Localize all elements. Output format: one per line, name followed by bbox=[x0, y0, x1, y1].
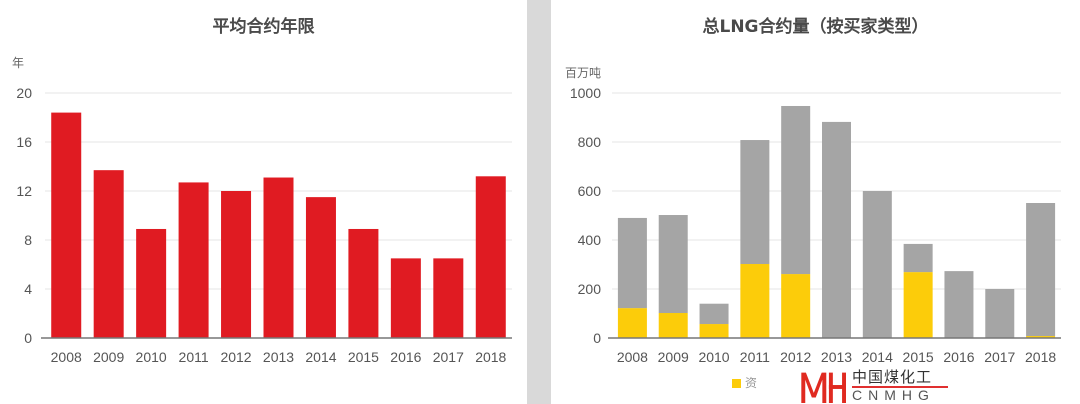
watermark-en-text: CNMHG bbox=[852, 387, 935, 403]
x-tick-label: 2012 bbox=[780, 349, 811, 365]
x-tick-label: 2008 bbox=[617, 349, 648, 365]
bar-segment-gray-2017 bbox=[985, 289, 1015, 338]
x-tick-label: 2013 bbox=[263, 349, 294, 365]
x-tick-label: 2016 bbox=[390, 349, 421, 365]
bar-2008 bbox=[51, 112, 82, 338]
x-tick-label: 2017 bbox=[984, 349, 1015, 365]
cnmhg-logo-icon bbox=[801, 372, 846, 403]
right-stacked-bar-chart: 0 200 400 600 800 1000 2008 2009 2010 2011 2012 201… bbox=[570, 85, 1061, 365]
x-tick-label: 2015 bbox=[903, 349, 934, 365]
bar-2018 bbox=[475, 176, 506, 338]
y-tick-label: 0 bbox=[593, 330, 601, 346]
x-tick-label: 2011 bbox=[179, 349, 209, 365]
bar-2014 bbox=[305, 197, 336, 338]
y-tick-label: 800 bbox=[578, 134, 602, 150]
watermark-cn-text: 中国煤化工 bbox=[852, 368, 933, 386]
bar-segment-gray-2009 bbox=[658, 215, 688, 314]
x-tick-label: 2009 bbox=[658, 349, 689, 365]
y-tick-label: 16 bbox=[16, 134, 32, 150]
bar-segment-gray-2012 bbox=[781, 105, 811, 275]
bar-segment-yellow-2011 bbox=[740, 264, 770, 338]
x-tick-label: 2012 bbox=[220, 349, 251, 365]
y-tick-label: 12 bbox=[16, 183, 32, 199]
x-tick-label: 2009 bbox=[93, 349, 124, 365]
y-tick-label: 400 bbox=[578, 232, 602, 248]
x-tick-label: 2014 bbox=[862, 349, 893, 365]
x-tick-label: 2018 bbox=[475, 349, 506, 365]
x-tick-label: 2010 bbox=[698, 349, 729, 365]
panel-divider bbox=[527, 0, 551, 404]
legend-swatch-yellow bbox=[732, 379, 741, 388]
y-tick-label: 0 bbox=[24, 330, 32, 346]
y-tick-label: 1000 bbox=[570, 85, 601, 101]
bar-segment-gray-2016 bbox=[944, 271, 974, 338]
bar-2010 bbox=[136, 228, 167, 338]
bar-segment-gray-2013 bbox=[822, 121, 851, 338]
x-tick-label: 2008 bbox=[51, 349, 82, 365]
bar-segment-gray-2010 bbox=[699, 303, 729, 325]
right-chart-title: 总LNG合约量（按买家类型） bbox=[702, 17, 929, 37]
y-tick-label: 200 bbox=[578, 281, 602, 297]
bar-2009 bbox=[93, 170, 124, 338]
bar-segment-yellow-2018 bbox=[1026, 336, 1056, 338]
bar-segment-yellow-2015 bbox=[903, 272, 933, 338]
bar-segment-yellow-2010 bbox=[699, 324, 729, 338]
bar-2012 bbox=[221, 191, 252, 338]
x-tick-label: 2018 bbox=[1025, 349, 1056, 365]
x-tick-label: 2010 bbox=[136, 349, 167, 365]
x-tick-label: 2015 bbox=[348, 349, 379, 365]
right-y-unit-label: 百万吨 bbox=[565, 66, 602, 80]
bar-segment-yellow-2008 bbox=[617, 308, 647, 338]
right-chart-panel: 总LNG合约量（按买家类型） 百万吨 0 200 400 600 800 1000 2008… bbox=[551, 0, 1080, 404]
left-y-unit-label: 年 bbox=[12, 56, 25, 70]
left-bar-chart: 0 4 8 12 16 20 2008 2009 2010 2011 2012 2013 2014 201… bbox=[16, 85, 512, 365]
bar-segment-gray-2014 bbox=[862, 191, 892, 338]
watermark-divider bbox=[852, 386, 948, 388]
bar-segment-gray-2008 bbox=[617, 217, 647, 309]
y-tick-label: 8 bbox=[24, 232, 32, 248]
legend-label: 资 bbox=[745, 376, 758, 390]
bar-2016 bbox=[390, 258, 421, 338]
bar-segment-gray-2011 bbox=[740, 140, 770, 265]
watermark: 中国煤化工 CNMHG bbox=[800, 368, 1080, 404]
bar-segment-gray-2015 bbox=[903, 243, 933, 273]
bar-2011 bbox=[178, 182, 209, 338]
x-tick-label: 2016 bbox=[943, 349, 974, 365]
bar-segment-yellow-2009 bbox=[658, 313, 688, 338]
y-tick-label: 600 bbox=[578, 183, 602, 199]
x-tick-label: 2011 bbox=[740, 349, 770, 365]
bar-2013 bbox=[263, 177, 294, 338]
x-tick-label: 2017 bbox=[433, 349, 464, 365]
x-tick-label: 2014 bbox=[305, 349, 336, 365]
y-tick-label: 4 bbox=[24, 281, 32, 297]
bar-segment-yellow-2012 bbox=[781, 274, 811, 338]
left-chart-panel: 平均合约年限 年 0 4 8 12 16 20 2008 2009 2010 2011 2012 20… bbox=[0, 0, 527, 404]
y-tick-label: 20 bbox=[16, 85, 32, 101]
left-chart-title: 平均合约年限 bbox=[212, 17, 315, 37]
x-tick-label: 2013 bbox=[821, 349, 852, 365]
bar-2015 bbox=[348, 228, 379, 338]
bar-segment-gray-2018 bbox=[1026, 203, 1056, 337]
right-chart-legend: 资 bbox=[732, 376, 757, 390]
bar-2017 bbox=[433, 258, 464, 338]
